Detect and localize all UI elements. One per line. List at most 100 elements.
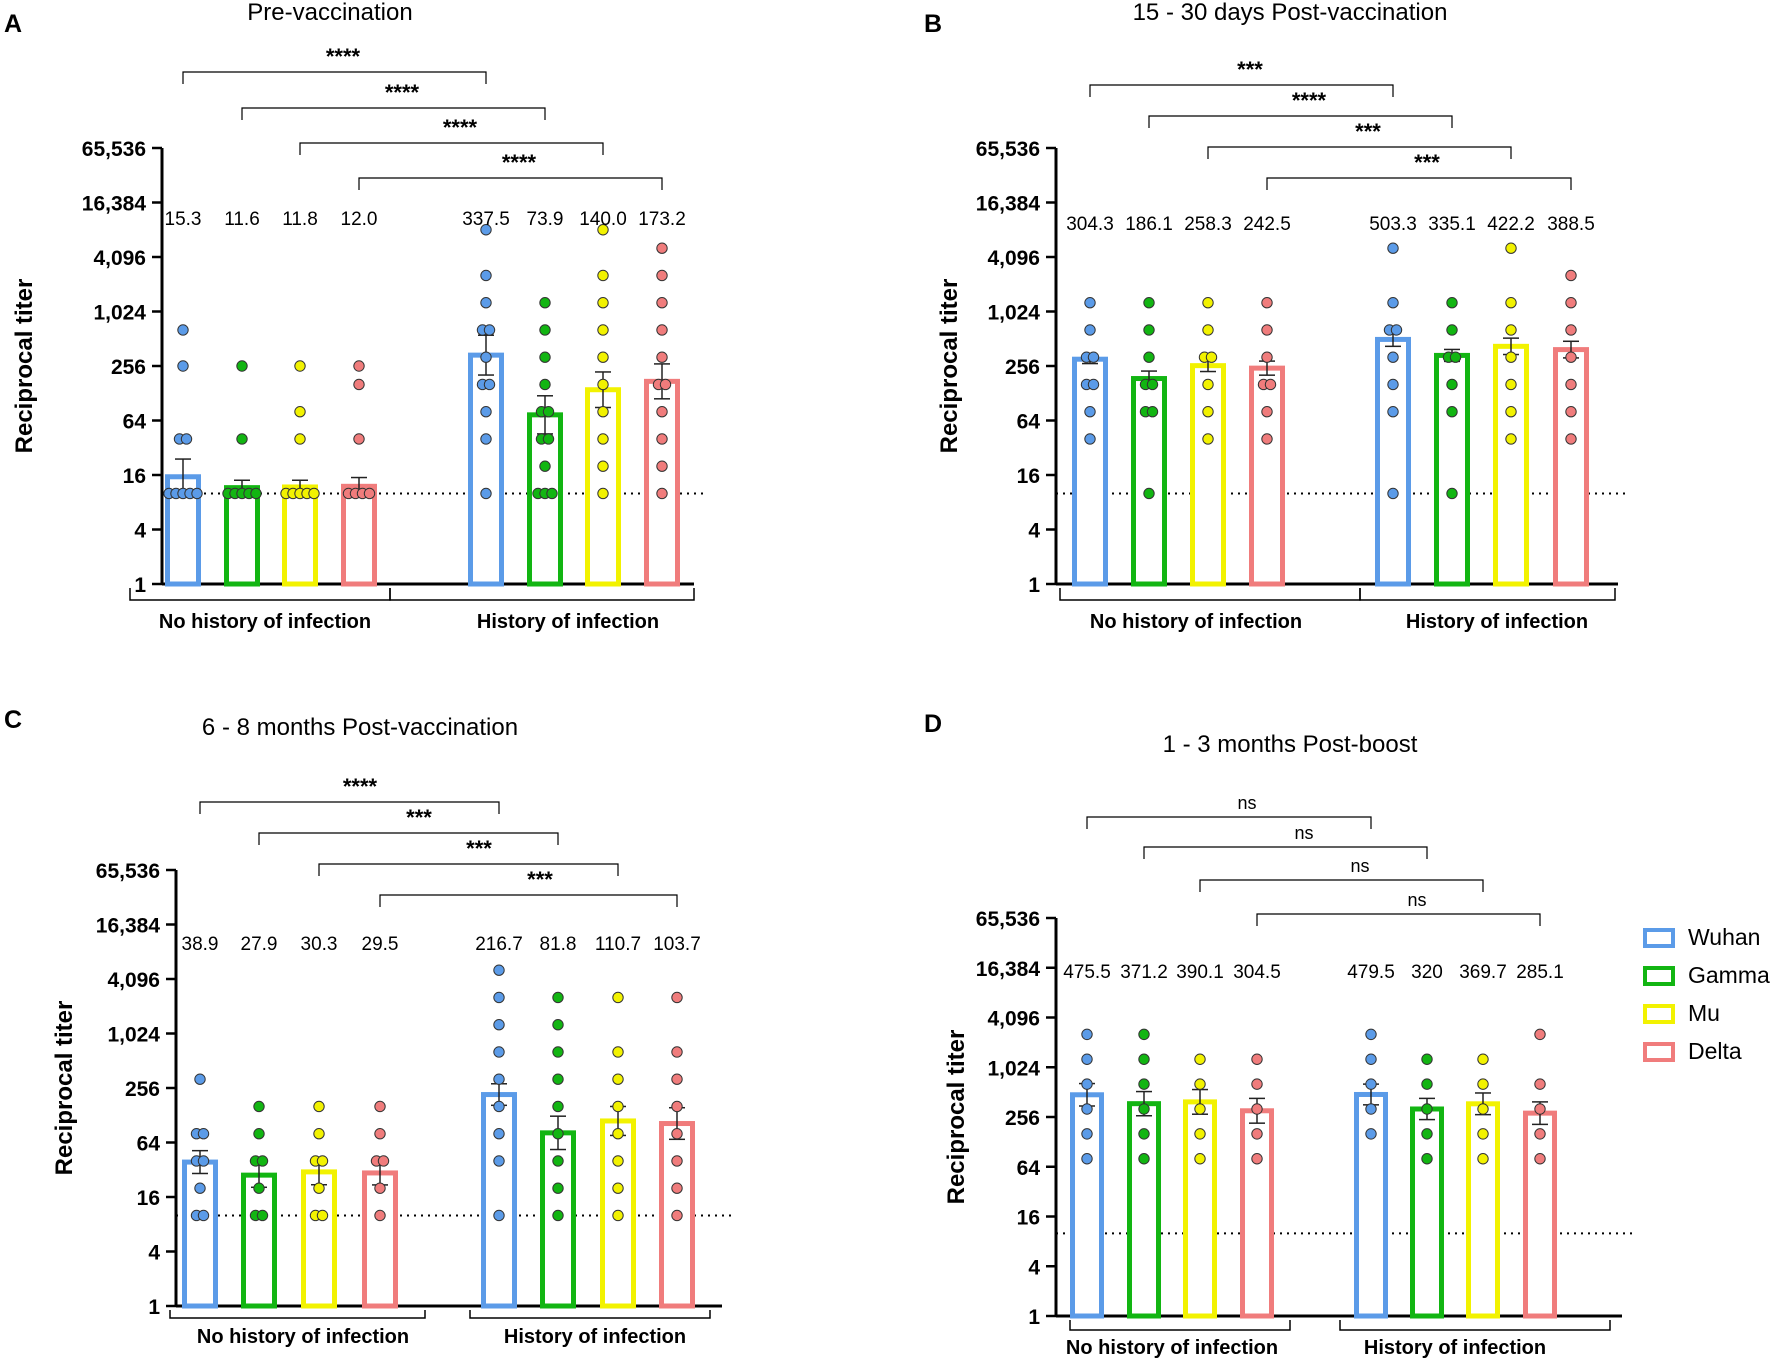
y-tick-label: 16,384 [96, 915, 161, 938]
data-point [1081, 1128, 1093, 1140]
data-point [250, 487, 262, 500]
mean-label: 73.9 [527, 209, 564, 230]
data-point [374, 1100, 386, 1113]
y-tick-label: 16 [123, 465, 146, 488]
data-point [308, 487, 320, 500]
data-point [480, 297, 492, 309]
mean-label: 216.7 [475, 934, 523, 955]
data-point [552, 1209, 564, 1222]
mean-label: 242.5 [1243, 214, 1291, 235]
data-point [1421, 1128, 1433, 1140]
significance-bracket [1266, 177, 1572, 190]
data-point [597, 378, 609, 391]
data-point [313, 1182, 325, 1194]
y-tick-label: 1,024 [93, 302, 146, 325]
data-point [659, 378, 672, 391]
mean-label: 110.7 [595, 934, 641, 955]
data-point [612, 1209, 624, 1222]
data-point [552, 1128, 564, 1140]
data-point [480, 406, 492, 418]
significance-label: *** [406, 805, 432, 830]
mean-label: 38.9 [182, 934, 219, 955]
data-point [316, 1209, 329, 1222]
significance-label: ns [1407, 890, 1426, 910]
data-point [1387, 242, 1399, 254]
y-tick-label: 4,096 [987, 1008, 1040, 1031]
group-label: History of infection [1406, 611, 1588, 633]
data-point [493, 1209, 505, 1222]
data-point [1477, 1103, 1489, 1115]
y-tick-label: 256 [1005, 356, 1040, 379]
mean-label: 304.3 [1066, 214, 1114, 235]
data-point [1390, 324, 1403, 336]
bar-wuhan [1070, 1092, 1104, 1319]
data-point [1202, 324, 1214, 336]
significance-label: *** [527, 867, 553, 892]
mean-label: 503.3 [1369, 214, 1417, 235]
group-bracket [1339, 1320, 1611, 1331]
data-point [671, 1128, 683, 1140]
data-point [656, 433, 668, 445]
mean-label: 369.7 [1459, 962, 1507, 983]
data-point [480, 351, 492, 363]
data-point [1084, 433, 1096, 445]
panel-label-a: A [4, 10, 23, 38]
data-point [1194, 1103, 1206, 1115]
group-label: No history of infection [197, 1326, 409, 1348]
data-point [1565, 433, 1577, 445]
data-point [1251, 1128, 1263, 1140]
data-point [597, 324, 609, 336]
y-axis-label: Reciprocal titer [943, 1030, 970, 1205]
data-point [597, 433, 609, 445]
data-point [1081, 1103, 1093, 1115]
mean-label: 11.6 [224, 209, 260, 230]
data-point [1365, 1078, 1377, 1090]
data-point [539, 351, 551, 363]
data-point [1534, 1103, 1546, 1115]
y-tick-label: 4,096 [93, 247, 146, 270]
significance-bracket [1256, 913, 1541, 926]
data-point [1138, 1078, 1150, 1090]
mean-label: 27.9 [241, 934, 278, 955]
data-point [480, 433, 492, 445]
data-point [656, 406, 668, 418]
significance-bracket [1199, 879, 1484, 892]
group-bracket [1059, 588, 1361, 601]
data-point [539, 324, 551, 336]
y-tick-label: 64 [1017, 411, 1041, 434]
data-point [313, 1100, 325, 1113]
y-tick-label: 1,024 [987, 1057, 1040, 1080]
data-point [1365, 1103, 1377, 1115]
data-point [542, 406, 555, 418]
y-tick-label: 4 [1028, 1256, 1040, 1279]
data-point [1505, 242, 1517, 254]
data-point [1138, 1153, 1150, 1165]
data-point [1251, 1103, 1263, 1115]
data-point [552, 1046, 564, 1058]
data-point [1387, 378, 1399, 391]
data-point [597, 269, 609, 282]
mean-label: 29.5 [362, 934, 399, 955]
data-point [194, 1073, 206, 1085]
mean-label: 140.0 [579, 209, 627, 230]
data-point [1261, 406, 1273, 418]
significance-bracket [241, 107, 546, 120]
mean-label: 103.7 [653, 934, 701, 955]
y-axis-label: Reciprocal titer [11, 279, 38, 454]
data-point [1087, 378, 1100, 391]
data-point [597, 487, 609, 500]
y-tick-label: 1 [1028, 1306, 1040, 1329]
data-point [1251, 1053, 1263, 1065]
bar-mu [282, 484, 318, 587]
group-bracket [169, 1310, 426, 1319]
data-point [1194, 1128, 1206, 1140]
data-point [483, 378, 496, 391]
legend-label: Wuhan [1688, 924, 1760, 950]
significance-bracket [1086, 816, 1372, 829]
mean-label: 11.8 [282, 209, 318, 230]
data-point [493, 1155, 505, 1167]
data-point [1081, 1153, 1093, 1165]
data-point [539, 297, 551, 309]
mean-label: 15.3 [165, 209, 202, 230]
legend-swatch-delta [1643, 1042, 1675, 1062]
